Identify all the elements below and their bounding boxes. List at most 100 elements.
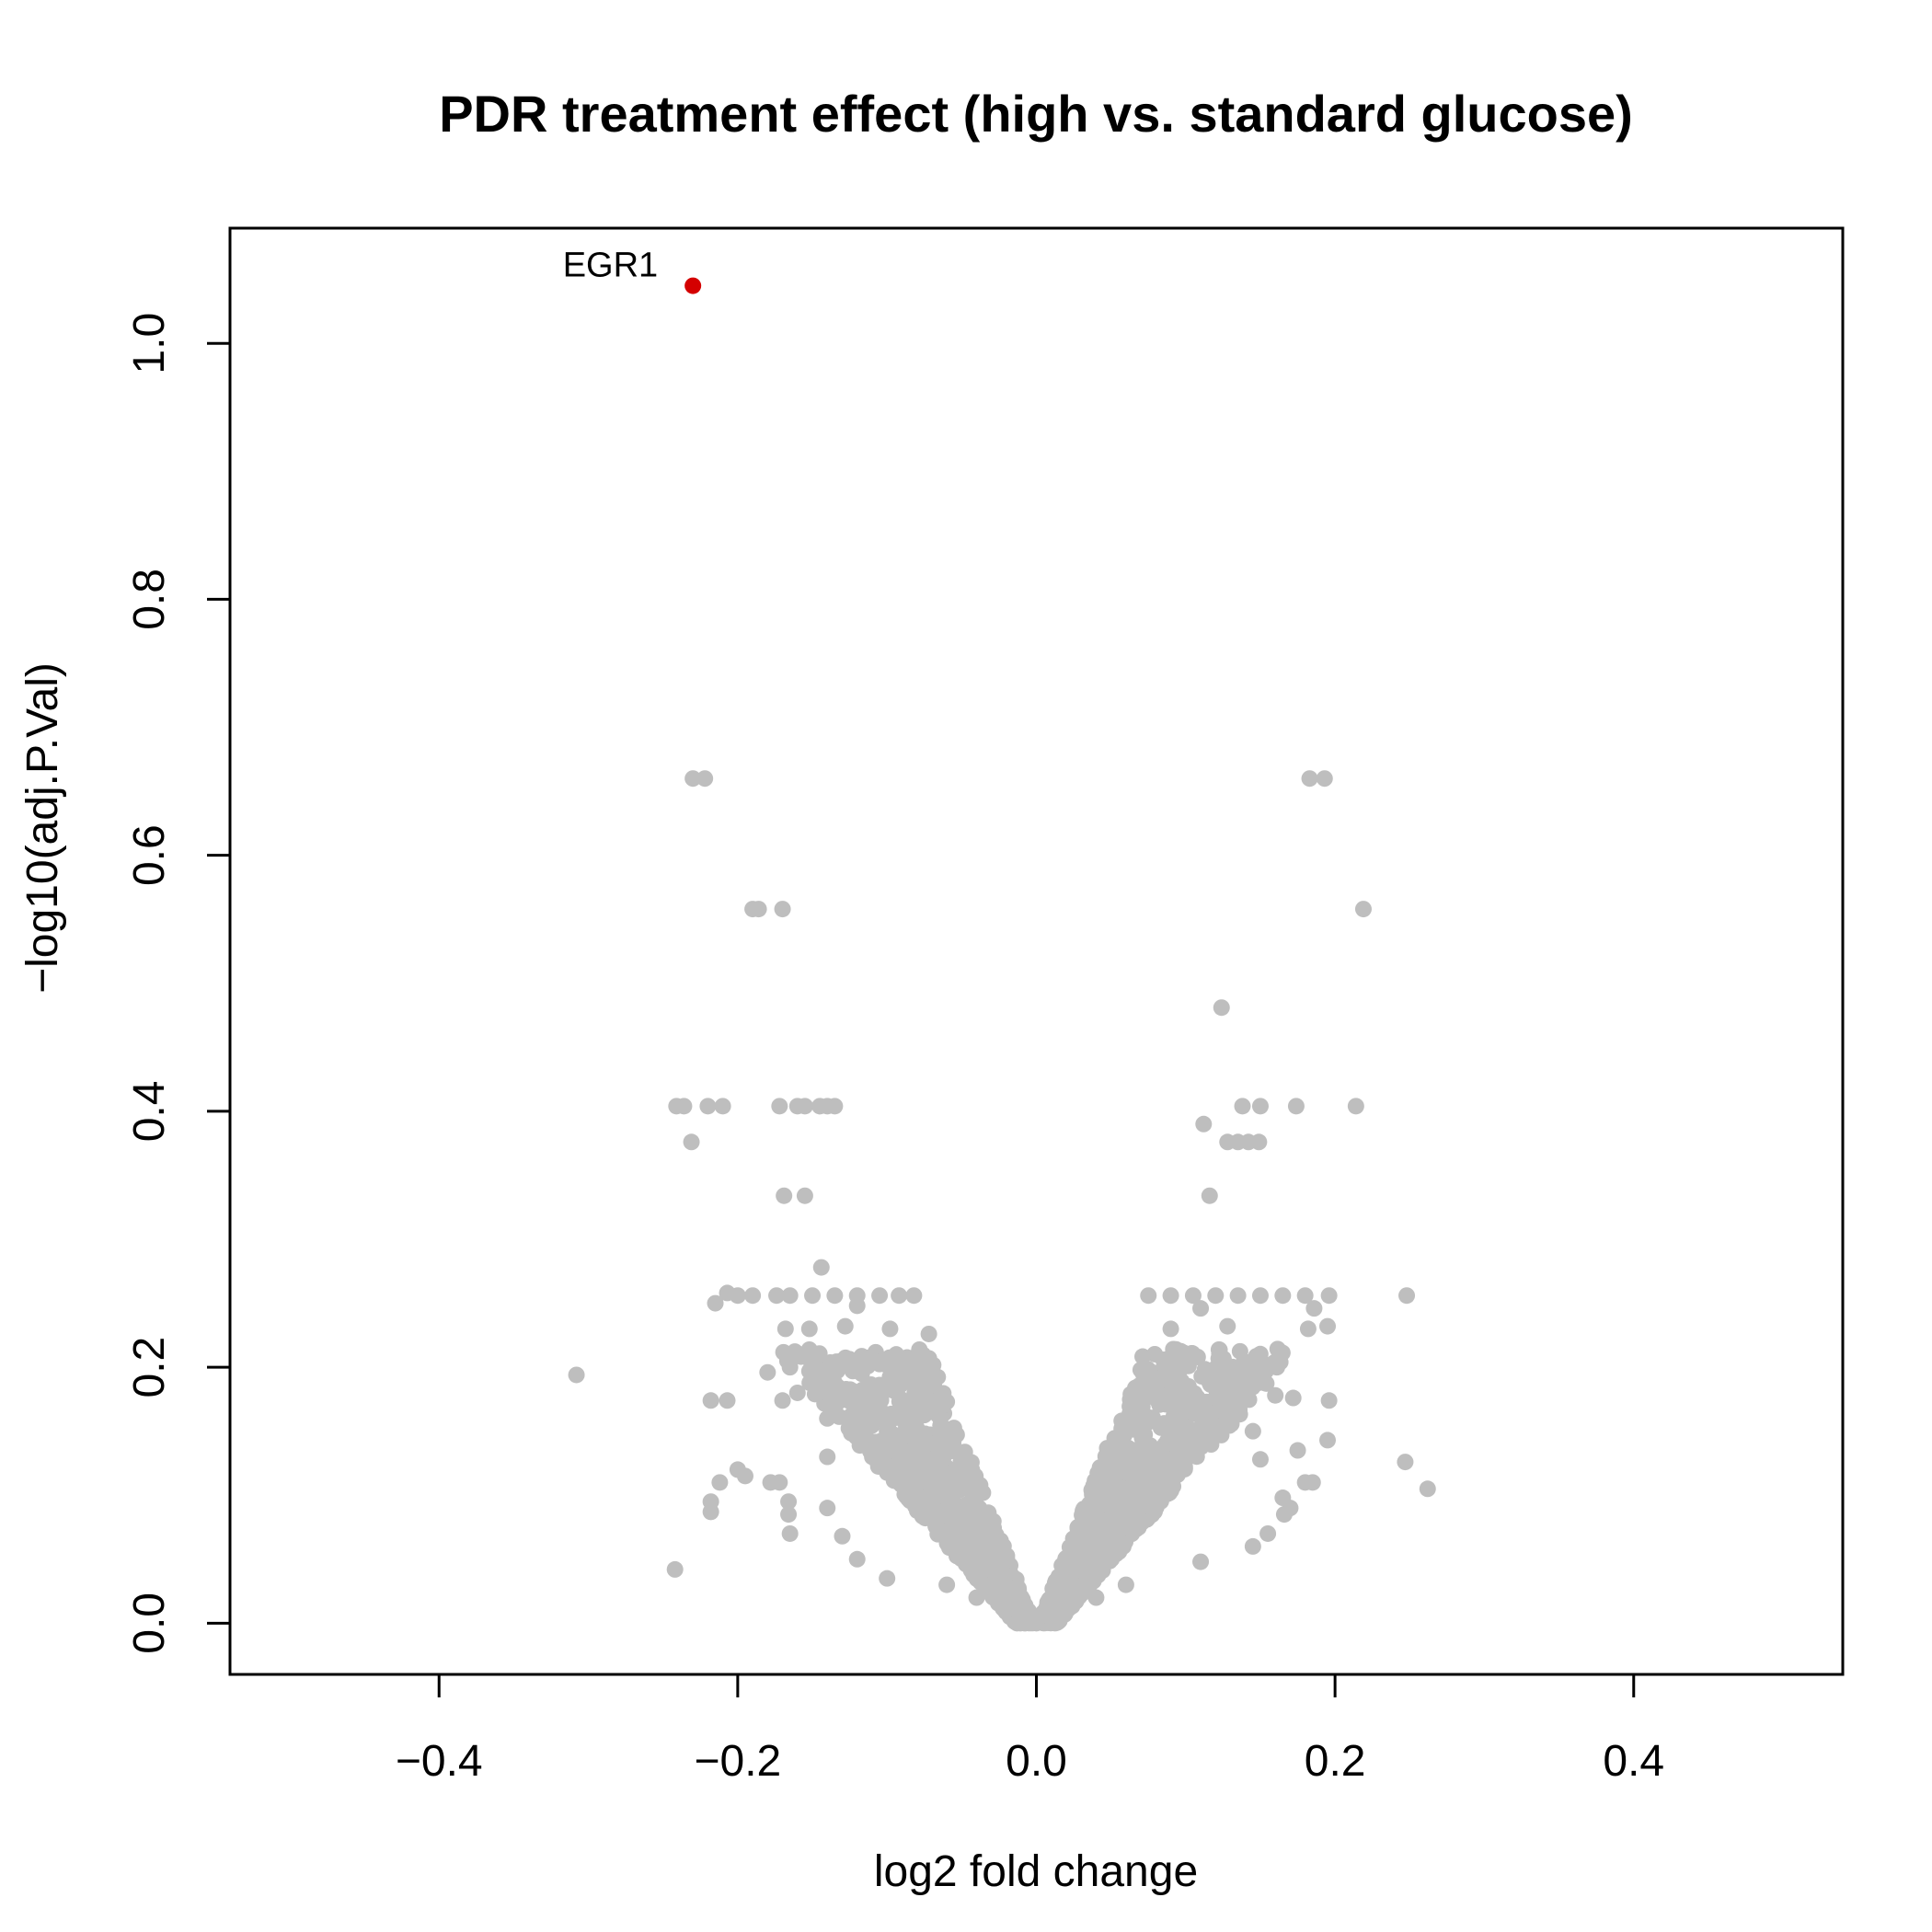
data-point (1287, 1098, 1305, 1115)
cloud-point (805, 1355, 822, 1373)
data-point (938, 1576, 956, 1593)
data-point (1354, 901, 1372, 918)
data-point (1250, 1133, 1268, 1151)
data-point (1296, 1287, 1314, 1305)
data-point (1398, 1287, 1416, 1305)
x-axis: −0.4 −0.2 0.0 0.2 0.4 (396, 1674, 1664, 1786)
data-point (1259, 1524, 1277, 1542)
cloud-point (1088, 1479, 1106, 1497)
highlight-label: EGR1 (563, 247, 658, 285)
x-axis-title: log2 fold change (874, 1847, 1198, 1896)
cloud-point (976, 1521, 994, 1538)
cloud-point (790, 1345, 808, 1363)
data-point (568, 1366, 585, 1384)
data-point (702, 1503, 719, 1521)
data-point (819, 1448, 836, 1466)
data-point (879, 1422, 896, 1440)
cloud-point (1100, 1526, 1118, 1544)
cloud-point (1104, 1504, 1121, 1522)
cloud-point (1076, 1532, 1094, 1549)
data-point (736, 1467, 753, 1485)
cloud-point (948, 1426, 965, 1443)
data-point (879, 1352, 896, 1370)
cloud-point (1203, 1417, 1221, 1434)
x-tick-label: −0.4 (396, 1737, 483, 1786)
data-point (696, 770, 714, 788)
cloud-point (1178, 1397, 1195, 1415)
data-point (1251, 1287, 1269, 1305)
cloud-point (853, 1348, 870, 1365)
data-point (1117, 1576, 1134, 1593)
chart-title: PDR treatment effect (high vs. standard … (439, 85, 1633, 143)
cloud-point (1146, 1373, 1164, 1390)
cloud-point (1133, 1512, 1151, 1530)
data-point (826, 1098, 844, 1115)
data-point (699, 1098, 717, 1115)
data-point (776, 1187, 793, 1204)
cloud-point (983, 1576, 1000, 1593)
data-point (781, 1287, 799, 1305)
data-point (920, 1325, 937, 1342)
cloud-point (1176, 1418, 1193, 1435)
data-point (1419, 1480, 1436, 1498)
y-tick-label: 0.6 (125, 824, 174, 886)
data-point (1184, 1287, 1202, 1305)
data-point (759, 1363, 776, 1381)
cloud-point (1166, 1342, 1183, 1360)
cloud-point (955, 1543, 972, 1560)
data-point (666, 1560, 684, 1578)
cloud-point (1088, 1558, 1106, 1575)
cloud-point (801, 1374, 819, 1392)
cloud-point (891, 1376, 909, 1394)
y-axis-title: −log10(adj.P.Val) (18, 662, 67, 994)
cloud-point (814, 1377, 832, 1395)
data-point (1189, 1348, 1206, 1365)
data-point (781, 1524, 799, 1542)
data-point (1320, 1392, 1338, 1409)
y-tick-label: 0.0 (125, 1593, 174, 1654)
cloud-point (1124, 1476, 1142, 1493)
data-point (998, 1602, 1016, 1619)
data-point (768, 1287, 786, 1305)
cloud-point (918, 1460, 936, 1478)
cloud-point (915, 1391, 933, 1409)
cloud-point (1095, 1545, 1112, 1562)
data-point (1207, 1389, 1225, 1407)
data-point (796, 1187, 813, 1204)
cloud-point (1231, 1342, 1248, 1360)
data-point (879, 1570, 896, 1587)
cloud-point (961, 1512, 979, 1530)
data-point (729, 1287, 746, 1305)
cloud-point (1134, 1442, 1152, 1459)
data-point (771, 1098, 788, 1115)
data-point (834, 1527, 851, 1545)
cloud-point (928, 1520, 946, 1537)
cloud-point (1266, 1353, 1283, 1371)
data-point (1301, 770, 1318, 788)
data-point (1213, 999, 1230, 1017)
data-point (893, 1442, 911, 1459)
data-point (776, 1320, 794, 1338)
cloud-point (948, 1508, 965, 1525)
data-point (1222, 1409, 1239, 1427)
data-point (684, 770, 702, 788)
data-point (1140, 1287, 1157, 1305)
data-point (1201, 1187, 1218, 1204)
x-tick-label: 0.2 (1305, 1737, 1366, 1786)
cloud-point (1121, 1405, 1139, 1422)
cloud-point (1174, 1377, 1191, 1395)
cloud-point (1133, 1387, 1151, 1405)
x-tick-label: 0.4 (1603, 1737, 1664, 1786)
data-point (881, 1320, 899, 1338)
data-point (1275, 1506, 1293, 1524)
data-point (683, 1133, 700, 1151)
data-point (812, 1259, 830, 1276)
data-point (848, 1416, 866, 1433)
data-point (834, 1352, 851, 1370)
data-point (774, 1392, 791, 1409)
data-point (1289, 1442, 1306, 1459)
cloud-point (1089, 1465, 1107, 1482)
cloud-point (930, 1407, 948, 1424)
data-point (707, 1294, 724, 1312)
